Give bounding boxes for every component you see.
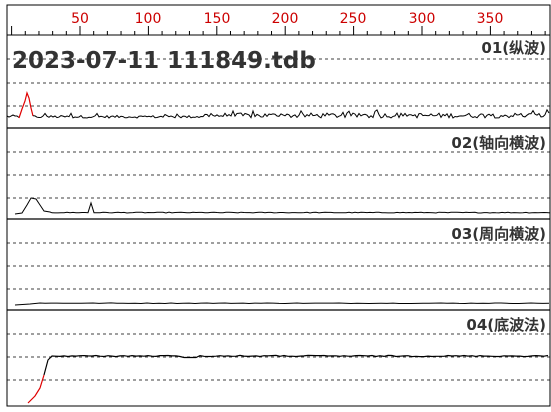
channel-label-03: 03(周向横波): [451, 225, 546, 243]
channel-label-04: 04(底波法): [466, 316, 546, 334]
ruler-label: 200: [272, 11, 299, 27]
ruler-label: 50: [71, 11, 89, 27]
plot-frame: [6, 4, 551, 407]
file-title: 2023-07-11 111849.tdb: [12, 48, 316, 74]
ruler-ticks: [11, 26, 546, 35]
circumferential-shear-wave-trace: [14, 302, 550, 306]
longitudinal-wave-peak: [18, 91, 34, 119]
dashed-gridlines: [7, 58, 550, 381]
longitudinal-wave-trace-tail: [32, 108, 550, 119]
top-ruler: 50 100 150 200 250 300 350: [7, 11, 550, 36]
ruler-label: 250: [340, 11, 367, 27]
bottom-wave-trace: [43, 354, 549, 376]
ruler-label: 100: [135, 11, 162, 27]
ruler-label: 150: [204, 11, 231, 27]
channel-separators: [7, 127, 550, 311]
channel-label-01: 01(纵波): [481, 39, 546, 57]
bottom-wave-start: [27, 374, 45, 404]
ruler-label: 350: [477, 11, 504, 27]
ruler-label: 300: [409, 11, 436, 27]
channel-label-02: 02(轴向横波): [451, 134, 546, 152]
waveform-traces: [6, 91, 551, 404]
axial-shear-wave-trace: [14, 197, 551, 215]
